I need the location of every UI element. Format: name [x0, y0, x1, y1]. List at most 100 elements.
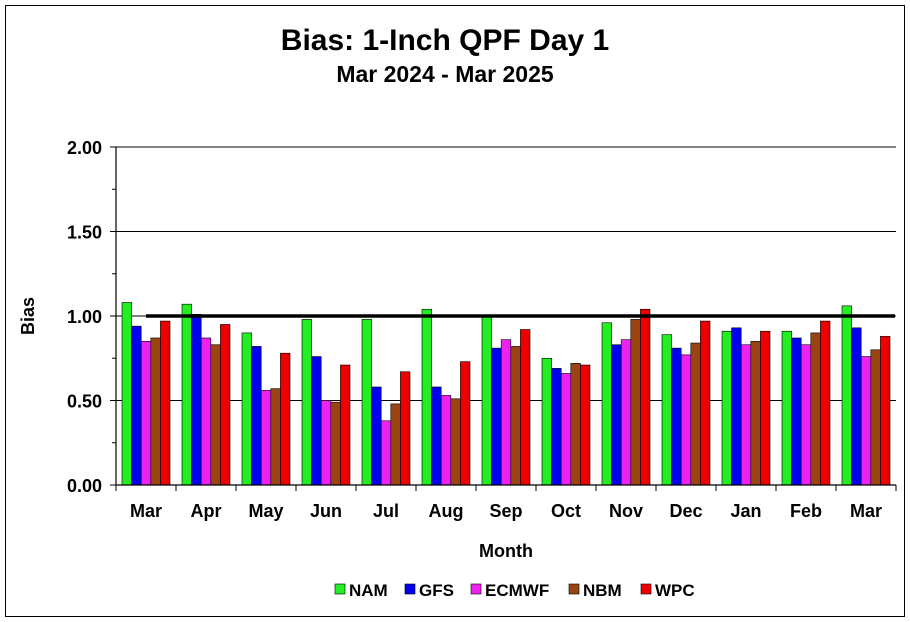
legend-swatch-wpc: [640, 583, 652, 595]
bar-nam: [721, 330, 732, 486]
bar-nbm: [570, 363, 581, 486]
bar-nam: [541, 357, 552, 486]
legend-swatch-gfs: [404, 583, 416, 595]
bar-nbm: [150, 337, 161, 486]
y-tick-label: 0.50: [67, 392, 102, 412]
chart-title: Bias: 1-Inch QPF Day 1: [281, 24, 609, 57]
bar-wpc: [700, 320, 711, 486]
bar-gfs: [371, 386, 382, 486]
bar-ecmwf: [560, 373, 572, 486]
bar-nbm: [510, 346, 521, 486]
bar-nbm: [390, 403, 401, 486]
bar-gfs: [671, 347, 682, 486]
bar-nbm: [450, 398, 461, 486]
bar-ecmwf: [800, 344, 812, 486]
legend-label-ecmwf: ECMWF: [485, 581, 549, 600]
bar-ecmwf: [320, 400, 332, 486]
x-tick-label: Feb: [790, 501, 822, 521]
legend-swatch-ecmwf: [470, 583, 482, 595]
bar-wpc: [520, 329, 531, 486]
bar-ecmwf: [440, 395, 452, 486]
bar-gfs: [191, 314, 202, 486]
bar-gfs: [431, 386, 442, 486]
y-tick-label: 1.50: [67, 223, 102, 243]
bar-ecmwf: [140, 341, 152, 486]
bar-nbm: [750, 341, 761, 486]
bar-wpc: [340, 364, 351, 486]
y-tick-label: 0.00: [67, 476, 102, 496]
bar-wpc: [760, 330, 771, 486]
bar-nam: [841, 305, 852, 486]
bar-ecmwf: [740, 344, 752, 486]
plot-area: 0.00 0.50 1.00 1.50 2.00 Mar Apr May Jun Jul Aug Se…: [67, 138, 897, 521]
bar-nam: [661, 334, 672, 486]
legend-swatch-nam: [334, 583, 346, 595]
bar-nam: [601, 322, 612, 486]
bar-nam: [301, 319, 312, 486]
bar-nam: [241, 332, 252, 486]
legend-swatch-nbm: [568, 583, 580, 595]
bar-wpc: [820, 320, 831, 486]
y-tick-label: 2.00: [67, 138, 102, 158]
bar-wpc: [880, 335, 891, 486]
bar-ecmwf: [380, 420, 392, 486]
legend-label-nbm: NBM: [583, 581, 622, 600]
bar-nam: [181, 303, 192, 486]
bar-gfs: [551, 368, 562, 486]
bar-wpc: [160, 320, 171, 486]
bar-gfs: [251, 346, 262, 486]
bar-ecmwf: [500, 339, 512, 486]
legend-label-gfs: GFS: [419, 581, 454, 600]
y-axis-title: Bias: [18, 297, 38, 335]
chart-subtitle: Mar 2024 - Mar 2025: [336, 61, 554, 87]
bar-nbm: [210, 344, 221, 486]
bar-ecmwf: [200, 337, 212, 486]
x-tick-label: Mar: [850, 501, 882, 521]
bar-wpc: [460, 361, 471, 486]
bar-nbm: [630, 319, 641, 486]
y-tick-label: 1.00: [67, 307, 102, 327]
bar-wpc: [640, 308, 651, 486]
bar-nbm: [810, 332, 821, 486]
bar-wpc: [220, 324, 231, 486]
x-tick-label: Mar: [130, 501, 162, 521]
x-tick-label: Jun: [310, 501, 342, 521]
bar-gfs: [491, 347, 502, 486]
bar-gfs: [611, 344, 622, 486]
bar-nbm: [690, 342, 701, 486]
bar-nam: [421, 308, 432, 486]
chart-frame: [5, 5, 905, 617]
bar-ecmwf: [680, 354, 692, 486]
bar-ecmwf: [860, 356, 872, 486]
bar-gfs: [311, 356, 322, 486]
x-tick-label: May: [248, 501, 283, 521]
x-tick-label: Apr: [191, 501, 222, 521]
x-tick-label: Jul: [373, 501, 399, 521]
bar-nam: [361, 319, 372, 486]
bar-nam: [121, 302, 132, 486]
bar-wpc: [580, 364, 591, 486]
x-tick-label: Aug: [429, 501, 464, 521]
x-tick-label: Oct: [551, 501, 581, 521]
bar-nam: [481, 315, 492, 486]
bar-gfs: [731, 327, 742, 486]
x-tick-label: Dec: [669, 501, 702, 521]
bar-gfs: [791, 337, 802, 486]
x-tick-label: Nov: [609, 501, 643, 521]
legend-label-wpc: WPC: [655, 581, 695, 600]
legend-label-nam: NAM: [349, 581, 388, 600]
bar-nbm: [270, 388, 281, 486]
x-tick-label: Sep: [489, 501, 522, 521]
bar-ecmwf: [260, 390, 272, 486]
bar-wpc: [280, 352, 291, 486]
x-axis-title: Month: [479, 541, 533, 561]
x-tick-label: Jan: [730, 501, 761, 521]
bar-nbm: [330, 401, 341, 486]
bar-ecmwf: [620, 339, 632, 486]
bar-wpc: [400, 371, 411, 486]
legend: NAM GFS ECMWF NBM WPC: [334, 581, 695, 600]
bar-nbm: [870, 349, 881, 486]
bar-nam: [781, 330, 792, 486]
bar-gfs: [131, 325, 142, 486]
